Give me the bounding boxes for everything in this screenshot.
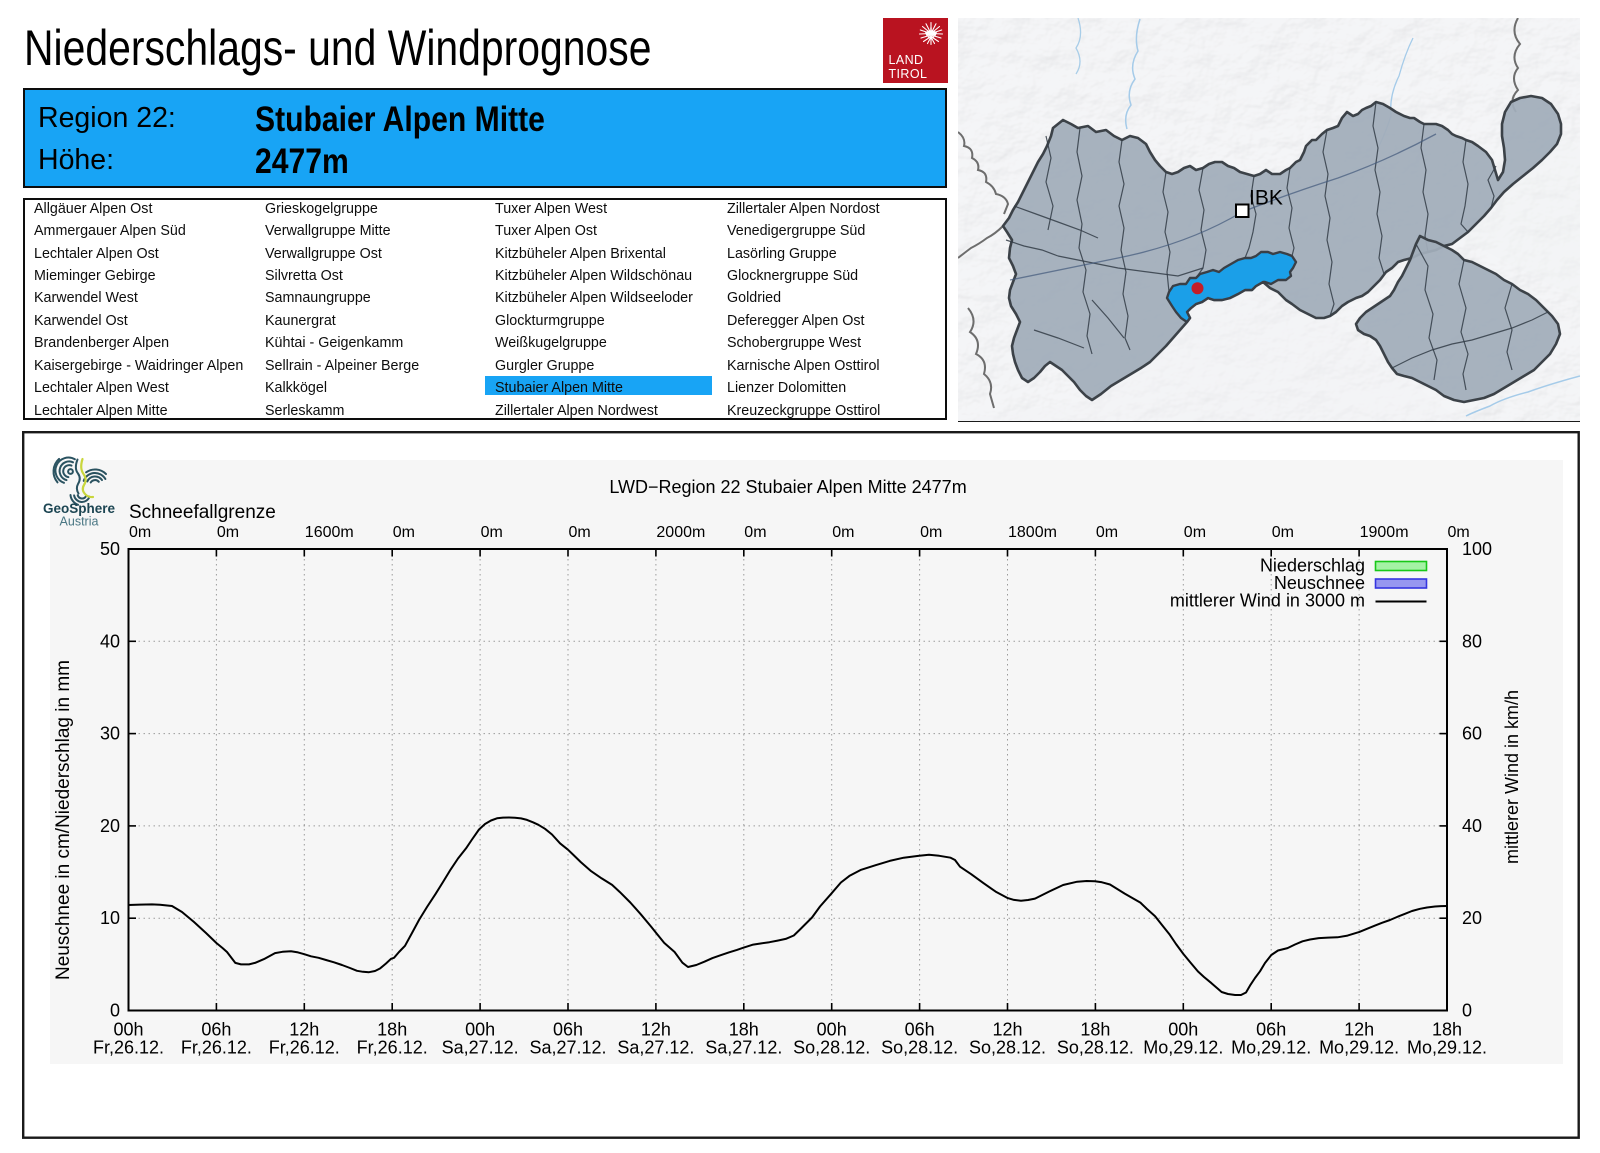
- svg-text:0: 0: [1462, 1001, 1472, 1021]
- svg-text:0m: 0m: [217, 524, 239, 541]
- svg-text:0m: 0m: [393, 524, 415, 541]
- svg-text:20: 20: [100, 816, 120, 836]
- svg-text:Fr,26.12.: Fr,26.12.: [357, 1038, 428, 1058]
- svg-text:06h: 06h: [201, 1020, 231, 1040]
- svg-text:0m: 0m: [1448, 524, 1470, 541]
- svg-text:18h: 18h: [729, 1020, 759, 1040]
- svg-text:30: 30: [100, 724, 120, 744]
- svg-text:0m: 0m: [744, 524, 766, 541]
- svg-text:06h: 06h: [905, 1020, 935, 1040]
- svg-text:Neuschnee: Neuschnee: [1274, 573, 1365, 593]
- svg-text:18h: 18h: [1432, 1020, 1462, 1040]
- svg-text:Schneefallgrenze: Schneefallgrenze: [129, 502, 276, 523]
- svg-text:0m: 0m: [569, 524, 591, 541]
- svg-text:12h: 12h: [992, 1020, 1022, 1040]
- svg-text:0m: 0m: [1272, 524, 1294, 541]
- svg-text:IBK: IBK: [1249, 187, 1283, 210]
- svg-text:40: 40: [1462, 816, 1482, 836]
- svg-text:Mo,29.12.: Mo,29.12.: [1319, 1038, 1399, 1058]
- svg-text:Austria: Austria: [60, 515, 99, 529]
- svg-text:0m: 0m: [129, 524, 151, 541]
- svg-text:Sa,27.12.: Sa,27.12.: [705, 1038, 782, 1058]
- svg-text:1900m: 1900m: [1360, 524, 1409, 541]
- svg-text:LWD−Region 22 Stubaier Alpen M: LWD−Region 22 Stubaier Alpen Mitte 2477m: [609, 477, 966, 497]
- svg-text:So,28.12.: So,28.12.: [1057, 1038, 1134, 1058]
- svg-text:0m: 0m: [1184, 524, 1206, 541]
- svg-text:50: 50: [100, 539, 120, 559]
- svg-text:GeoSphere: GeoSphere: [43, 501, 116, 516]
- svg-text:So,28.12.: So,28.12.: [881, 1038, 958, 1058]
- svg-text:Neuschnee in cm/Niederschlag i: Neuschnee in cm/Niederschlag in mm: [53, 660, 74, 980]
- svg-text:60: 60: [1462, 724, 1482, 744]
- svg-text:00h: 00h: [1168, 1020, 1198, 1040]
- svg-text:18h: 18h: [1080, 1020, 1110, 1040]
- svg-text:00h: 00h: [817, 1020, 847, 1040]
- svg-text:0m: 0m: [1096, 524, 1118, 541]
- svg-text:100: 100: [1462, 539, 1492, 559]
- svg-text:So,28.12.: So,28.12.: [793, 1038, 870, 1058]
- svg-text:0: 0: [110, 1001, 120, 1021]
- svg-text:Sa,27.12.: Sa,27.12.: [442, 1038, 519, 1058]
- svg-text:Mo,29.12.: Mo,29.12.: [1407, 1038, 1487, 1058]
- svg-text:Sa,27.12.: Sa,27.12.: [529, 1038, 606, 1058]
- svg-text:06h: 06h: [1256, 1020, 1286, 1040]
- svg-text:Sa,27.12.: Sa,27.12.: [617, 1038, 694, 1058]
- svg-text:40: 40: [100, 631, 120, 651]
- svg-text:06h: 06h: [553, 1020, 583, 1040]
- svg-text:1600m: 1600m: [305, 524, 354, 541]
- svg-text:0m: 0m: [920, 524, 942, 541]
- svg-text:0m: 0m: [481, 524, 503, 541]
- svg-text:2000m: 2000m: [656, 524, 705, 541]
- svg-text:Mo,29.12.: Mo,29.12.: [1231, 1038, 1311, 1058]
- svg-text:Fr,26.12.: Fr,26.12.: [269, 1038, 340, 1058]
- svg-text:80: 80: [1462, 631, 1482, 651]
- svg-text:18h: 18h: [377, 1020, 407, 1040]
- svg-text:So,28.12.: So,28.12.: [969, 1038, 1046, 1058]
- svg-text:00h: 00h: [465, 1020, 495, 1040]
- svg-text:Fr,26.12.: Fr,26.12.: [93, 1038, 164, 1058]
- svg-text:Mo,29.12.: Mo,29.12.: [1143, 1038, 1223, 1058]
- svg-text:Niederschlag: Niederschlag: [1260, 556, 1365, 576]
- svg-text:mittlerer Wind in 3000 m: mittlerer Wind in 3000 m: [1170, 591, 1365, 611]
- svg-text:0m: 0m: [832, 524, 854, 541]
- svg-text:20: 20: [1462, 908, 1482, 928]
- svg-text:12h: 12h: [641, 1020, 671, 1040]
- svg-text:00h: 00h: [113, 1020, 143, 1040]
- svg-text:10: 10: [100, 908, 120, 928]
- svg-text:12h: 12h: [1344, 1020, 1374, 1040]
- svg-text:12h: 12h: [289, 1020, 319, 1040]
- svg-text:mittlerer Wind in km/h: mittlerer Wind in km/h: [1502, 690, 1522, 864]
- svg-text:1800m: 1800m: [1008, 524, 1057, 541]
- svg-text:Fr,26.12.: Fr,26.12.: [181, 1038, 252, 1058]
